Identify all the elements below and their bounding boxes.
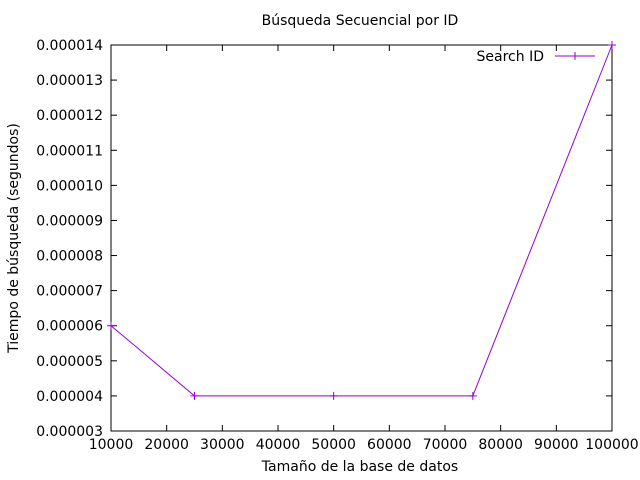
legend-marker [571,52,579,60]
series-line [110,44,613,397]
x-tick-label: 80000 [478,437,523,453]
y-tick-label: 0.000014 [36,38,103,54]
x-axis-ticks: 10000 20000 30000 40000 50000 60000 70000 80000… [89,45,639,453]
x-tick-label: 20000 [144,437,189,453]
legend-label: Search ID [477,49,544,65]
y-axis-ticks: 0.000003 0.000004 0.000005 0.000006 0.000007… [36,38,612,440]
y-axis-label: Tiempo de búsqueda (segundos) [6,123,22,354]
y-tick-label: 0.000010 [36,178,103,194]
data-point-marker [190,391,199,400]
y-tick-label: 0.000003 [36,424,103,440]
y-tick-label: 0.000007 [36,284,103,300]
data-point-marker [107,321,115,330]
data-point-marker [329,391,338,400]
data-point-marker [468,391,477,400]
y-tick-label: 0.000008 [36,249,103,265]
x-tick-label: 30000 [200,437,245,453]
x-tick-label: 60000 [367,437,412,453]
data-point-marker [608,41,616,49]
x-tick-label: 10000 [89,437,134,453]
chart-title: Búsqueda Secuencial por ID [262,13,459,29]
x-tick-label: 90000 [534,437,579,453]
series-layer [107,41,616,400]
x-tick-label: 40000 [256,437,301,453]
y-tick-label: 0.000005 [36,354,103,370]
y-tick-label: 0.000009 [36,213,103,229]
y-tick-label: 0.000011 [36,143,103,159]
plot-frame [110,44,613,432]
x-axis-label: Tamaño de la base de datos [261,459,458,475]
x-tick-label: 70000 [423,437,468,453]
y-tick-label: 0.000006 [36,319,103,335]
y-tick-label: 0.000013 [36,73,103,89]
y-tick-label: 0.000004 [36,389,103,405]
x-tick-label: 50000 [311,437,356,453]
legend: Search ID [477,49,595,65]
x-tick-label: 100000 [585,437,638,453]
y-tick-label: 0.000012 [36,108,103,124]
